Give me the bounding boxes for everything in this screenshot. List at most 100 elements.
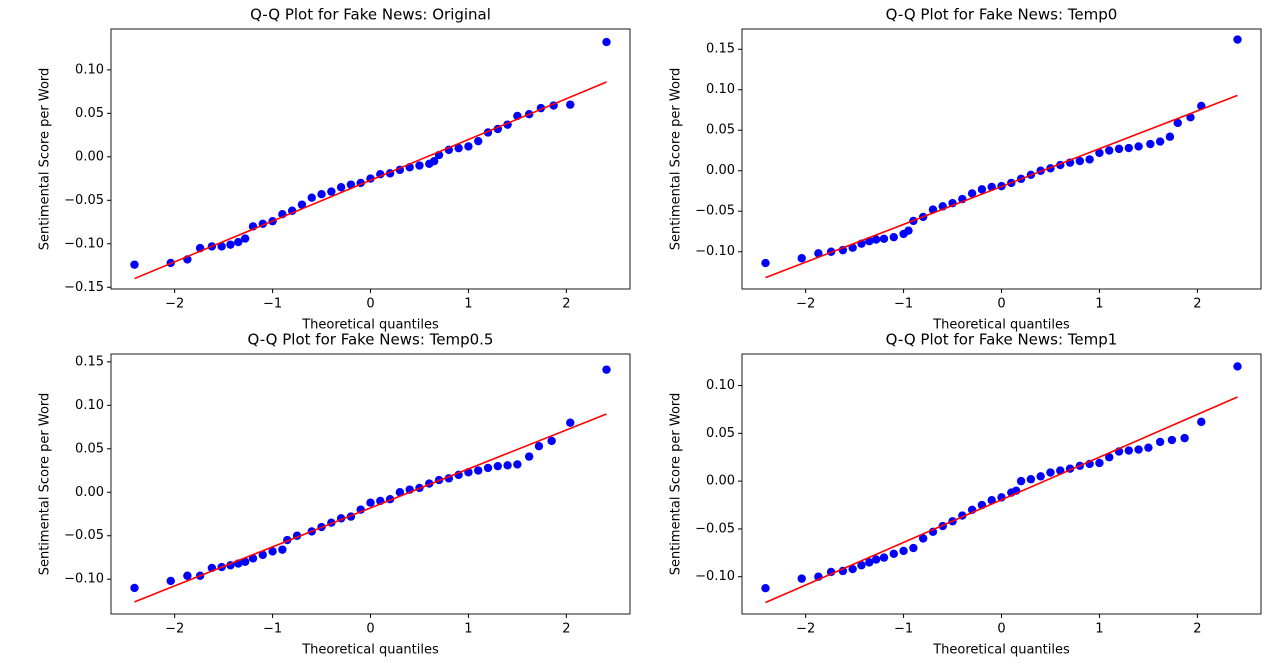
qq-point [814, 249, 823, 258]
y-axis-label: Sentimental Score per Word [38, 393, 53, 576]
y-tick-label: 0.05 [75, 441, 104, 456]
qq-point [1114, 144, 1124, 154]
qq-point [899, 546, 908, 556]
x-tick-label: 2 [562, 297, 570, 312]
x-tick-label: 0 [366, 297, 374, 312]
axes-frame [741, 353, 1262, 615]
qq-point [166, 576, 175, 586]
y-tick-label: −0.05 [64, 528, 104, 543]
qq-point [240, 557, 250, 567]
subplot: Q-Q Plot for Fake News: Temp1 Theoretical… [669, 331, 1262, 658]
x-tick-label: −1 [263, 622, 282, 637]
qq-point [1173, 118, 1182, 128]
qq-point [1167, 435, 1177, 445]
y-tick-label: 0.05 [75, 106, 104, 121]
qq-point [336, 183, 346, 192]
y-tick-label: 0.10 [706, 378, 735, 393]
qq-point [234, 237, 243, 247]
qq-point [879, 553, 889, 562]
qq-point [297, 200, 307, 209]
axes-frame [741, 28, 1262, 290]
qq-point [1085, 155, 1094, 164]
axes-frame [110, 353, 631, 615]
x-tick-label: −2 [165, 297, 184, 312]
axes-frame [110, 28, 631, 290]
subplot-title: Q-Q Plot for Fake News: Temp0 [886, 6, 1118, 24]
x-axis-label: Theoretical quantiles [932, 318, 1070, 333]
subplot: Q-Q Plot for Fake News: Temp0 Theoretical… [669, 6, 1262, 333]
x-tick-label: −1 [894, 622, 913, 637]
y-tick-label: 0.00 [75, 485, 104, 500]
qq-point [889, 232, 898, 242]
qq-point [130, 260, 139, 269]
qq-point [1046, 468, 1055, 477]
qq-point [1233, 35, 1242, 44]
qq-point [1165, 132, 1175, 141]
qq-point [1134, 142, 1143, 151]
qq-point [865, 558, 874, 567]
x-tick-label: 2 [562, 622, 570, 637]
qq-point [838, 566, 848, 576]
qq-point [1105, 146, 1114, 155]
y-tick-label: 0.10 [706, 82, 735, 97]
qq-point [534, 441, 544, 451]
qq-point [871, 235, 881, 244]
qq-point [1180, 433, 1189, 443]
qq-point [268, 547, 277, 556]
x-tick-label: 0 [997, 622, 1005, 637]
y-axis-label: Sentimental Score per Word [669, 393, 684, 576]
qq-point [566, 418, 575, 427]
x-tick-label: −2 [796, 297, 815, 312]
x-tick-label: 1 [1095, 297, 1103, 312]
qq-point [1197, 417, 1206, 427]
qq-point [848, 564, 857, 574]
x-tick-label: 2 [1193, 297, 1201, 312]
x-tick-label: 0 [366, 622, 374, 637]
y-tick-label: 0.15 [75, 354, 104, 369]
y-axis-label: Sentimental Score per Word [38, 68, 53, 251]
qq-point [918, 534, 928, 543]
qq-point [307, 193, 316, 202]
x-tick-label: 0 [997, 297, 1005, 312]
qq-point [1016, 476, 1026, 486]
qq-point [240, 234, 250, 243]
qq-point [327, 187, 336, 196]
y-tick-label: 0.00 [75, 149, 104, 164]
x-tick-label: 2 [1193, 622, 1201, 637]
qq-point [483, 463, 493, 473]
subplot-title: Q-Q Plot for Fake News: Temp0.5 [248, 331, 494, 349]
qq-point [1036, 472, 1045, 481]
qq-point [797, 574, 806, 583]
y-tick-label: 0.00 [706, 163, 735, 178]
y-axis-label: Sentimental Score per Word [669, 68, 684, 251]
qq-point [513, 460, 522, 469]
qq-point [889, 549, 898, 558]
qq-point [130, 583, 139, 593]
qq-point [1155, 437, 1165, 447]
qq-point [761, 583, 770, 593]
qq-point [879, 234, 889, 243]
qq-point [317, 190, 326, 199]
qq-point [797, 254, 806, 263]
fit-line [134, 413, 607, 603]
qq-point [1233, 362, 1242, 371]
y-tick-label: 0.05 [706, 426, 735, 441]
x-tick-label: −2 [165, 622, 184, 637]
qq-point [474, 136, 483, 146]
qq-point [1105, 453, 1114, 462]
subplot: Q-Q Plot for Fake News: Temp0.5 Theoretic… [38, 331, 631, 658]
qq-point [1095, 148, 1104, 158]
x-axis-label: Theoretical quantiles [932, 643, 1070, 658]
qq-point [226, 240, 235, 249]
fit-line [765, 94, 1238, 279]
qq-point [967, 189, 977, 198]
qq-point [217, 242, 226, 251]
y-tick-label: −0.05 [695, 204, 735, 219]
x-tick-label: −2 [796, 622, 815, 637]
qq-point [258, 550, 267, 560]
y-tick-label: −0.10 [695, 569, 735, 584]
qq-point [1095, 458, 1104, 468]
qq-point [493, 461, 503, 471]
y-tick-label: 0.00 [706, 474, 735, 489]
subplot-title: Q-Q Plot for Fake News: Original [250, 6, 491, 24]
